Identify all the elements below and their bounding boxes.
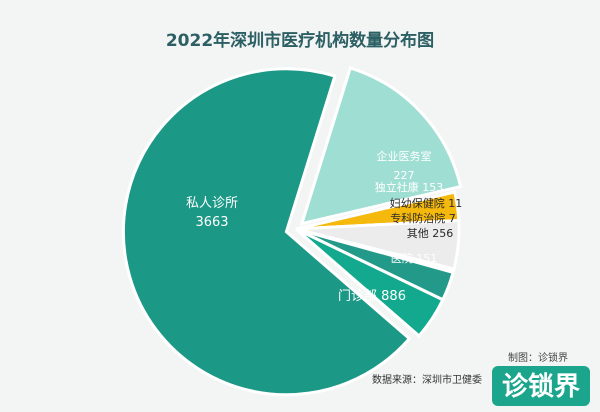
pie-label-name-7: 企业医务室 xyxy=(377,149,432,163)
pie-slice-1 xyxy=(299,66,463,226)
pie-label-name-0: 私人诊所 xyxy=(186,196,238,211)
pie-label-3: 其他 256 xyxy=(407,227,454,240)
pie-slices xyxy=(121,66,463,397)
pie-label-value-7: 227 xyxy=(394,169,415,182)
chart-title: 2022年深圳市医疗机构数量分布图 xyxy=(166,30,434,51)
pie-label-7: 企业医务室 227 xyxy=(377,149,432,182)
pie-label-0: 私人诊所 3663 xyxy=(186,196,238,230)
chart-source: 数据来源：深圳市卫健委 xyxy=(372,373,482,386)
brand-logo-badge xyxy=(492,366,590,406)
pie-label-5: 妇幼保健院 11 xyxy=(390,196,463,210)
pie-label-1: 门诊部 886 xyxy=(338,289,406,304)
pie-label-6: 独立社康 153 xyxy=(375,180,444,194)
brand-logo-text: 诊锁界 xyxy=(502,371,580,402)
pie-label-2: 医院 151 xyxy=(391,251,438,265)
pie-slice-0 xyxy=(121,67,412,397)
brand-logo: 诊锁界 xyxy=(492,366,590,406)
pie-slice-7 xyxy=(295,227,445,339)
pie-labels: 私人诊所 3663 门诊部 886 医院 151 其他 256 专科防治院 7妇幼保健院 … xyxy=(186,149,462,304)
pie-label-value-0: 3663 xyxy=(195,215,228,230)
chart-credit: 制图：诊锁界 xyxy=(508,351,568,364)
pie-label-4: 专科防治院 7 xyxy=(390,211,456,225)
